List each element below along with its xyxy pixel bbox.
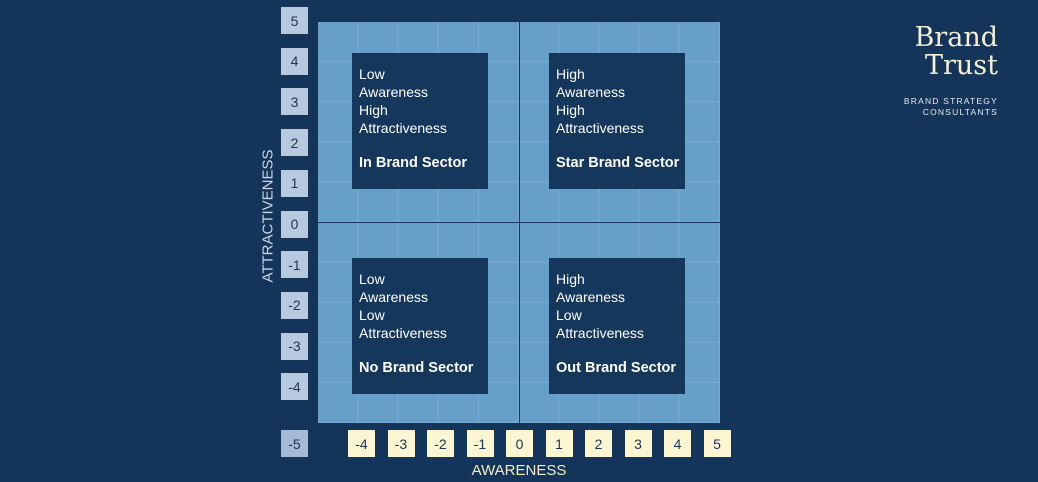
sector-line: Low [556, 307, 582, 323]
x-tick-label: 5 [703, 430, 731, 457]
x-tick-label: 0 [506, 430, 533, 457]
x-tick-label: 1 [545, 430, 573, 457]
y-tick-label: 3 [281, 88, 308, 116]
sector-line: High [556, 102, 585, 118]
logo-line2: Trust [924, 50, 998, 81]
sector-line: Awareness [359, 289, 429, 305]
y-tick-label: -2 [281, 291, 308, 319]
sector-name: Out Brand Sector [556, 360, 677, 376]
logo-subtitle-2: CONSULTANTS [922, 107, 998, 117]
sector-name: In Brand Sector [359, 155, 467, 171]
y-axis-label: ATTRACTIVENESS [259, 149, 277, 283]
x-tick-label: -4 [348, 430, 375, 457]
y-tick-label: -1 [281, 251, 308, 279]
sector-box: Low Awareness Low Attractiveness No Brand Se… [352, 258, 488, 394]
x-tick-label: 2 [585, 430, 612, 457]
y-tick-label: 0 [281, 210, 308, 238]
y-tick-label: -5 [281, 430, 308, 457]
y-tick-label: 1 [281, 169, 308, 197]
x-tick-label: 4 [664, 430, 691, 457]
x-axis-label: AWARENESS [471, 462, 567, 479]
sector-line: Awareness [359, 84, 429, 100]
sector-line: Low [359, 271, 385, 287]
x-tick-label: 3 [624, 430, 652, 457]
sector-box: High Awareness Low Attractiveness Out Brand … [549, 258, 685, 394]
sector-line: Attractiveness [359, 120, 447, 136]
sector-line: High [359, 102, 388, 118]
x-tick-label: -3 [387, 430, 415, 457]
sector-box: High Awareness High Attractiveness Star Bran… [549, 53, 685, 189]
sector-line: Low [359, 66, 385, 82]
sector-line: Attractiveness [359, 325, 447, 341]
sector-line: Awareness [556, 84, 626, 100]
y-tick-label: -4 [281, 373, 308, 401]
y-tick-label: -3 [281, 332, 308, 360]
sector-line: Attractiveness [556, 120, 644, 136]
sector-line: High [556, 271, 585, 287]
brand-logo: Brand Trust BRAND STRATEGY CONSULTANTS [904, 24, 998, 118]
y-tick-label: 4 [281, 47, 308, 75]
sector-name: Star Brand Sector [556, 155, 680, 171]
x-tick-label: -1 [466, 430, 494, 457]
x-tick-label: -2 [427, 430, 454, 457]
sector-line: Awareness [556, 289, 626, 305]
sector-line: High [556, 66, 585, 82]
logo-line1: Brand [914, 22, 998, 53]
y-tick-label: 2 [281, 129, 308, 157]
y-tick-label: 5 [281, 7, 308, 34]
sector-name: No Brand Sector [359, 360, 474, 376]
sector-box: Low Awareness High Attractiveness In Brand S… [352, 53, 488, 189]
horizontal-axis-line [318, 222, 720, 223]
logo-subtitle-1: BRAND STRATEGY [903, 96, 998, 106]
sector-line: Low [359, 307, 385, 323]
sector-line: Attractiveness [556, 325, 644, 341]
